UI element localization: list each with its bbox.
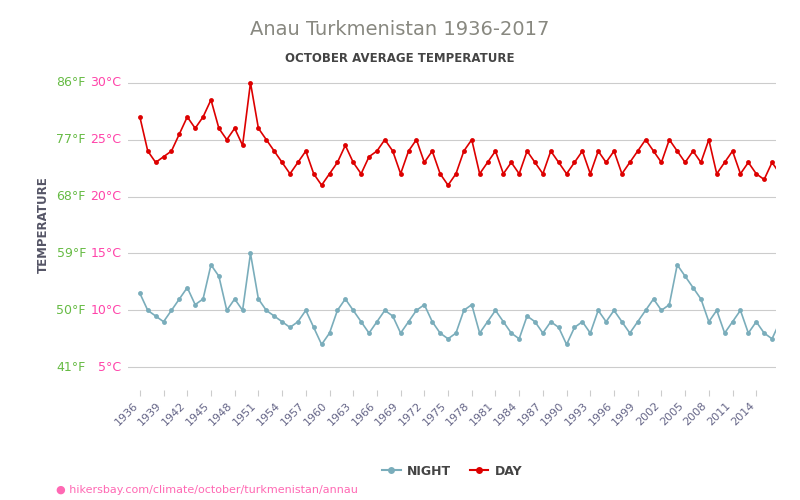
Text: 30°C: 30°C <box>90 76 122 90</box>
Text: 59°F: 59°F <box>57 247 86 260</box>
Text: 50°F: 50°F <box>56 304 86 317</box>
Text: 86°F: 86°F <box>57 76 86 90</box>
Text: 5°C: 5°C <box>98 360 122 374</box>
Text: TEMPERATURE: TEMPERATURE <box>38 176 50 274</box>
Text: 77°F: 77°F <box>56 133 86 146</box>
Text: OCTOBER AVERAGE TEMPERATURE: OCTOBER AVERAGE TEMPERATURE <box>286 52 514 66</box>
Text: 25°C: 25°C <box>90 133 122 146</box>
Text: ● hikersbay.com/climate/october/turkmenistan/annau: ● hikersbay.com/climate/october/turkmeni… <box>56 485 358 495</box>
Text: 10°C: 10°C <box>90 304 122 317</box>
Text: Anau Turkmenistan 1936-2017: Anau Turkmenistan 1936-2017 <box>250 20 550 39</box>
Text: 41°F: 41°F <box>57 360 86 374</box>
Text: 20°C: 20°C <box>90 190 122 203</box>
Text: 15°C: 15°C <box>90 247 122 260</box>
Text: 68°F: 68°F <box>57 190 86 203</box>
Legend: NIGHT, DAY: NIGHT, DAY <box>377 460 527 483</box>
